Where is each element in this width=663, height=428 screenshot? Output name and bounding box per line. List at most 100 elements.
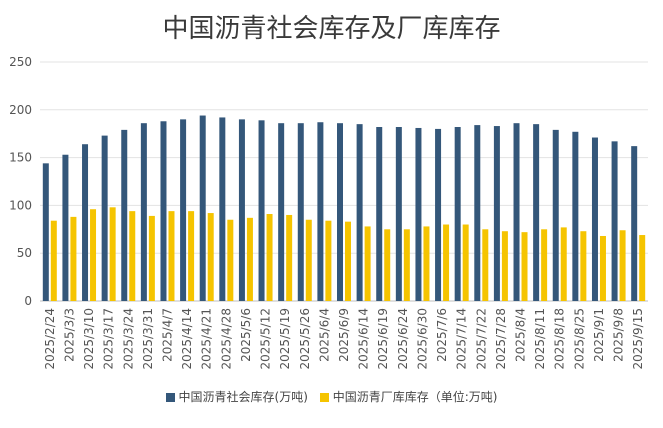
- bar-social-inventory: [591, 137, 598, 301]
- x-tick-label: 2025/3/31: [141, 308, 155, 370]
- x-tick-label: 2025/8/4: [514, 308, 528, 362]
- x-tick-label: 2025/8/11: [533, 308, 547, 370]
- bar-social-inventory: [160, 121, 167, 301]
- legend-swatch-social-inventory: [165, 393, 175, 402]
- x-tick-label: 2025/4/21: [200, 308, 214, 370]
- bar-social-inventory: [278, 123, 285, 302]
- bar-social-inventory: [356, 124, 363, 301]
- bar-social-inventory: [42, 163, 49, 301]
- bar-factory-inventory: [129, 211, 136, 301]
- bar-social-inventory: [258, 120, 265, 301]
- x-tick-label: 2025/4/14: [180, 308, 194, 370]
- legend-swatch-factory-inventory: [319, 393, 329, 402]
- bar-social-inventory: [572, 131, 579, 301]
- y-tick-label: 100: [9, 198, 32, 212]
- bar-factory-inventory: [168, 211, 175, 301]
- x-tick-label: 2025/9/15: [631, 308, 645, 370]
- bar-social-inventory: [415, 127, 422, 302]
- bar-factory-inventory: [384, 229, 391, 301]
- x-tick-label: 2025/5/12: [259, 308, 273, 370]
- bar-factory-inventory: [246, 217, 253, 301]
- x-tick-label: 2025/8/25: [572, 308, 586, 370]
- bar-factory-inventory: [462, 224, 469, 301]
- bar-factory-inventory: [619, 230, 626, 301]
- bar-factory-inventory: [403, 229, 410, 301]
- bar-factory-inventory: [639, 235, 646, 301]
- bar-factory-inventory: [345, 221, 351, 301]
- bar-social-inventory: [552, 129, 559, 301]
- bar-factory-inventory: [580, 231, 587, 301]
- bar-factory-inventory: [501, 231, 508, 301]
- x-tick-label: 2025/7/6: [435, 308, 449, 362]
- bar-factory-inventory: [599, 235, 606, 301]
- x-tick-label: 2025/7/28: [494, 308, 508, 370]
- bar-social-inventory: [337, 123, 343, 302]
- chart-title: 中国沥青社会库存及厂库库存: [162, 14, 501, 44]
- bar-factory-inventory: [50, 220, 57, 301]
- bar-social-inventory: [611, 141, 618, 301]
- x-tick-label: 2025/6/19: [376, 308, 390, 370]
- bar-social-inventory: [493, 126, 500, 301]
- bar-social-inventory: [297, 123, 304, 302]
- y-tick-label: 250: [9, 55, 32, 69]
- bar-factory-inventory: [286, 214, 293, 301]
- bar-social-inventory: [140, 123, 147, 302]
- x-tick-label: 2025/2/24: [43, 308, 57, 370]
- x-tick-label: 2025/6/9: [337, 308, 351, 362]
- x-tick-label: 2025/5/26: [298, 308, 312, 370]
- bar-social-inventory: [317, 122, 324, 301]
- y-tick-label: 50: [17, 246, 32, 260]
- bar-social-inventory: [199, 115, 206, 301]
- bar-factory-inventory: [482, 229, 489, 301]
- y-tick-label: 0: [24, 294, 32, 308]
- bar-social-inventory: [454, 127, 461, 302]
- y-tick-label: 200: [9, 103, 32, 117]
- bar-social-inventory: [62, 154, 69, 301]
- bar-factory-inventory: [423, 226, 430, 301]
- bar-social-inventory: [533, 124, 540, 301]
- bar-factory-inventory: [227, 219, 234, 301]
- bar-factory-inventory: [560, 227, 567, 301]
- bar-social-inventory: [474, 125, 481, 301]
- x-tick-label: 2025/5/19: [278, 308, 292, 370]
- bar-social-inventory: [238, 119, 245, 301]
- x-tick-label: 2025/6/30: [415, 308, 429, 370]
- bar-social-inventory: [395, 127, 402, 302]
- x-tick-label: 2025/3/17: [102, 308, 116, 370]
- bar-factory-inventory: [70, 216, 77, 301]
- bar-social-inventory: [180, 119, 187, 301]
- legend-label-social-inventory: 中国沥青社会库存(万吨): [178, 390, 308, 404]
- x-tick-label: 2025/3/24: [121, 308, 135, 370]
- bar-factory-inventory: [148, 215, 155, 301]
- bar-factory-inventory: [188, 211, 195, 301]
- x-tick-label: 2025/3/3: [62, 308, 76, 362]
- x-tick-label: 2025/5/6: [239, 308, 253, 362]
- legend-item-social-inventory: 中国沥青社会库存(万吨): [165, 388, 308, 405]
- x-tick-label: 2025/6/24: [396, 308, 410, 370]
- legend: 中国沥青社会库存(万吨) 中国沥青厂库库存（单位:万吨): [0, 388, 663, 405]
- bar-social-inventory: [513, 123, 520, 302]
- x-tick-label: 2025/4/28: [219, 308, 233, 370]
- bar-social-inventory: [121, 129, 128, 301]
- bar-factory-inventory: [443, 224, 450, 301]
- bar-social-inventory: [631, 146, 638, 301]
- bar-factory-inventory: [541, 229, 548, 301]
- bar-factory-inventory: [207, 213, 214, 301]
- x-tick-label: 2025/7/22: [474, 308, 488, 370]
- bar-factory-inventory: [266, 214, 273, 301]
- x-tick-label: 2025/7/14: [455, 308, 469, 370]
- bar-factory-inventory: [109, 207, 116, 301]
- bar-factory-inventory: [325, 220, 332, 301]
- bar-social-inventory: [82, 144, 89, 301]
- x-tick-label: 2025/4/7: [160, 308, 174, 362]
- x-tick-label: 2025/9/8: [612, 308, 626, 362]
- x-tick-label: 2025/6/4: [317, 308, 331, 362]
- legend-label-factory-inventory: 中国沥青厂库库存（单位:万吨): [332, 390, 498, 404]
- bar-factory-inventory: [90, 209, 97, 301]
- bar-social-inventory: [101, 135, 108, 301]
- legend-item-factory-inventory: 中国沥青厂库库存（单位:万吨): [319, 388, 498, 405]
- x-tick-label: 2025/8/18: [553, 308, 567, 370]
- bar-factory-inventory: [305, 219, 312, 301]
- x-tick-label: 2025/3/10: [82, 308, 96, 370]
